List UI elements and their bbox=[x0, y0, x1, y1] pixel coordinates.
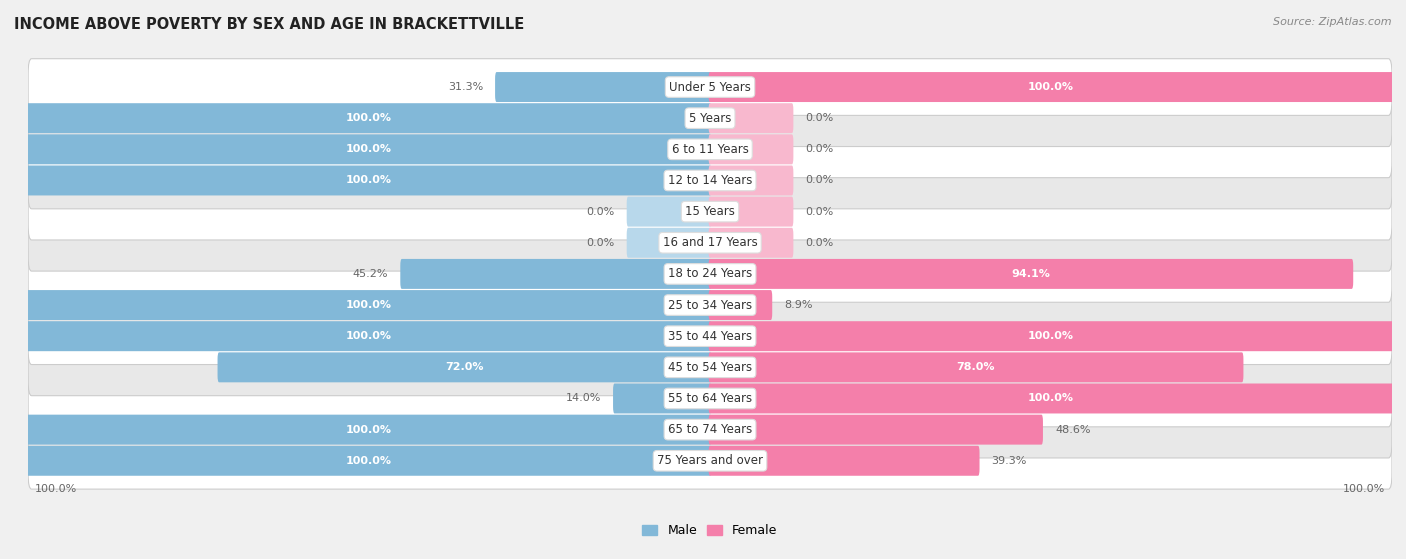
FancyBboxPatch shape bbox=[709, 383, 1393, 414]
FancyBboxPatch shape bbox=[709, 103, 793, 133]
Text: 100.0%: 100.0% bbox=[1028, 331, 1074, 341]
FancyBboxPatch shape bbox=[709, 228, 793, 258]
Text: 45.2%: 45.2% bbox=[353, 269, 388, 279]
Text: 0.0%: 0.0% bbox=[806, 176, 834, 186]
FancyBboxPatch shape bbox=[27, 290, 711, 320]
Text: 45 to 54 Years: 45 to 54 Years bbox=[668, 361, 752, 374]
Text: 0.0%: 0.0% bbox=[806, 113, 834, 123]
Text: 100.0%: 100.0% bbox=[346, 176, 392, 186]
Text: Under 5 Years: Under 5 Years bbox=[669, 80, 751, 93]
Text: 16 and 17 Years: 16 and 17 Years bbox=[662, 236, 758, 249]
Text: 78.0%: 78.0% bbox=[956, 362, 995, 372]
FancyBboxPatch shape bbox=[28, 401, 1392, 458]
Text: 0.0%: 0.0% bbox=[806, 144, 834, 154]
FancyBboxPatch shape bbox=[709, 352, 1243, 382]
FancyBboxPatch shape bbox=[27, 165, 711, 196]
Text: 25 to 34 Years: 25 to 34 Years bbox=[668, 299, 752, 311]
FancyBboxPatch shape bbox=[401, 259, 711, 289]
Text: 5 Years: 5 Years bbox=[689, 112, 731, 125]
FancyBboxPatch shape bbox=[28, 59, 1392, 115]
FancyBboxPatch shape bbox=[28, 152, 1392, 209]
FancyBboxPatch shape bbox=[28, 121, 1392, 178]
Text: 35 to 44 Years: 35 to 44 Years bbox=[668, 330, 752, 343]
Text: 14.0%: 14.0% bbox=[565, 394, 600, 404]
FancyBboxPatch shape bbox=[28, 339, 1392, 396]
FancyBboxPatch shape bbox=[27, 321, 711, 351]
FancyBboxPatch shape bbox=[28, 370, 1392, 427]
Text: 100.0%: 100.0% bbox=[346, 300, 392, 310]
FancyBboxPatch shape bbox=[627, 228, 711, 258]
Text: 39.3%: 39.3% bbox=[991, 456, 1026, 466]
Text: 6 to 11 Years: 6 to 11 Years bbox=[672, 143, 748, 156]
Text: 100.0%: 100.0% bbox=[346, 113, 392, 123]
Text: 8.9%: 8.9% bbox=[785, 300, 813, 310]
Text: 75 Years and over: 75 Years and over bbox=[657, 454, 763, 467]
FancyBboxPatch shape bbox=[709, 165, 793, 196]
Text: 0.0%: 0.0% bbox=[806, 207, 834, 217]
FancyBboxPatch shape bbox=[709, 197, 793, 226]
Text: 72.0%: 72.0% bbox=[446, 362, 484, 372]
FancyBboxPatch shape bbox=[28, 308, 1392, 364]
FancyBboxPatch shape bbox=[709, 290, 772, 320]
FancyBboxPatch shape bbox=[28, 215, 1392, 271]
Text: 100.0%: 100.0% bbox=[346, 144, 392, 154]
FancyBboxPatch shape bbox=[709, 321, 1393, 351]
Text: 65 to 74 Years: 65 to 74 Years bbox=[668, 423, 752, 436]
Text: 94.1%: 94.1% bbox=[1011, 269, 1050, 279]
FancyBboxPatch shape bbox=[28, 277, 1392, 333]
Legend: Male, Female: Male, Female bbox=[637, 519, 783, 542]
Text: 100.0%: 100.0% bbox=[1028, 394, 1074, 404]
FancyBboxPatch shape bbox=[495, 72, 711, 102]
FancyBboxPatch shape bbox=[709, 415, 1043, 444]
FancyBboxPatch shape bbox=[27, 103, 711, 133]
Text: 100.0%: 100.0% bbox=[1343, 484, 1385, 494]
FancyBboxPatch shape bbox=[613, 383, 711, 414]
FancyBboxPatch shape bbox=[28, 433, 1392, 489]
FancyBboxPatch shape bbox=[28, 245, 1392, 302]
Text: 0.0%: 0.0% bbox=[806, 238, 834, 248]
FancyBboxPatch shape bbox=[218, 352, 711, 382]
Text: 55 to 64 Years: 55 to 64 Years bbox=[668, 392, 752, 405]
FancyBboxPatch shape bbox=[627, 197, 711, 226]
FancyBboxPatch shape bbox=[28, 90, 1392, 146]
Text: 100.0%: 100.0% bbox=[35, 484, 77, 494]
FancyBboxPatch shape bbox=[27, 134, 711, 164]
FancyBboxPatch shape bbox=[28, 183, 1392, 240]
FancyBboxPatch shape bbox=[709, 134, 793, 164]
Text: 0.0%: 0.0% bbox=[586, 207, 614, 217]
Text: 31.3%: 31.3% bbox=[447, 82, 482, 92]
Text: 100.0%: 100.0% bbox=[346, 331, 392, 341]
Text: 12 to 14 Years: 12 to 14 Years bbox=[668, 174, 752, 187]
Text: 100.0%: 100.0% bbox=[346, 456, 392, 466]
FancyBboxPatch shape bbox=[27, 415, 711, 444]
FancyBboxPatch shape bbox=[709, 259, 1353, 289]
Text: 15 Years: 15 Years bbox=[685, 205, 735, 218]
Text: 100.0%: 100.0% bbox=[346, 425, 392, 435]
Text: 18 to 24 Years: 18 to 24 Years bbox=[668, 267, 752, 281]
Text: 100.0%: 100.0% bbox=[1028, 82, 1074, 92]
FancyBboxPatch shape bbox=[709, 72, 1393, 102]
FancyBboxPatch shape bbox=[709, 446, 980, 476]
Text: Source: ZipAtlas.com: Source: ZipAtlas.com bbox=[1274, 17, 1392, 27]
Text: 48.6%: 48.6% bbox=[1054, 425, 1091, 435]
Text: 0.0%: 0.0% bbox=[586, 238, 614, 248]
FancyBboxPatch shape bbox=[27, 446, 711, 476]
Text: INCOME ABOVE POVERTY BY SEX AND AGE IN BRACKETTVILLE: INCOME ABOVE POVERTY BY SEX AND AGE IN B… bbox=[14, 17, 524, 32]
